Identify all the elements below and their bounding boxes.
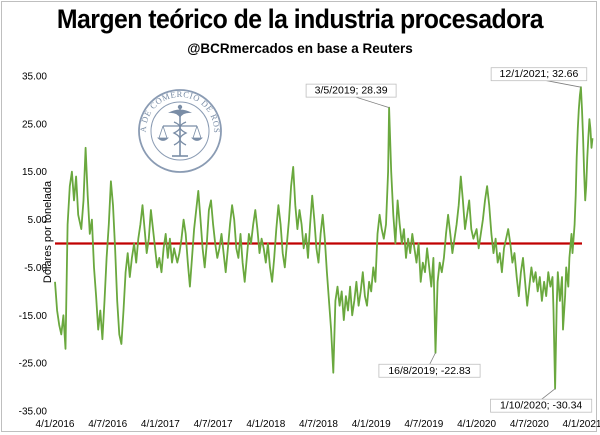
- annotation: 1/10/2020; -30.34: [490, 388, 593, 413]
- bcr-seal-logo: BOLSA DE COMERCIO DE ROSARIO: [0, 0, 222, 173]
- y-tick-label: -35.00: [19, 407, 48, 418]
- x-tick-label: 4/7/2016: [88, 419, 127, 430]
- y-tick-label: 35.00: [22, 72, 47, 83]
- x-tick-label: 4/7/2020: [510, 419, 549, 430]
- annotation-label: 3/5/2019; 28.39: [315, 85, 388, 97]
- annotation-label: 1/10/2020; -30.34: [500, 400, 582, 412]
- series-line-margen: [54, 86, 594, 390]
- annotation-leader-line: [429, 352, 436, 365]
- x-tick-label: 4/1/2021: [563, 419, 600, 430]
- x-axis-ticks: 4/1/2016 4/7/2016 4/1/2017 4/7/2017 4/1/2018…: [36, 419, 600, 430]
- annotation-box: [305, 83, 397, 98]
- y-tick-label: 25.00: [22, 119, 47, 130]
- x-tick-label: 4/1/2016: [36, 419, 75, 430]
- x-tick-label: 4/7/2018: [299, 419, 338, 430]
- annotation-box: [490, 67, 588, 82]
- y-tick-label: 5.00: [28, 215, 48, 226]
- x-tick-label: 4/7/2019: [404, 419, 443, 430]
- y-tick-label: -15.00: [19, 311, 48, 322]
- y-tick-label: -25.00: [19, 359, 48, 370]
- annotation-leader-line: [350, 95, 390, 109]
- annotation: 16/8/2019; -22.83: [378, 352, 481, 378]
- annotation-label: 12/1/2021; 32.66: [500, 68, 579, 80]
- annotations: 3/5/2019; 28.39 12/1/2021; 32.66 16/8/2019…: [305, 67, 593, 413]
- annotation-box: [490, 398, 593, 413]
- annotation: 12/1/2021; 32.66: [490, 67, 588, 88]
- x-tick-label: 4/7/2017: [194, 419, 233, 430]
- y-axis-ticks: 35.00 25.00 15.00 5.00 -5.00 -15.00 -25.00 -35.…: [19, 72, 48, 418]
- annotation: 3/5/2019; 28.39: [305, 83, 397, 109]
- chart-subtitle: @BCRmercados en base a Reuters: [187, 41, 413, 56]
- annotation-leader-line: [540, 388, 556, 401]
- chart-title: Margen teórico de la industria procesado…: [56, 4, 544, 34]
- x-tick-label: 4/1/2018: [246, 419, 285, 430]
- x-tick-label: 4/1/2020: [457, 419, 496, 430]
- y-tick-label: -5.00: [24, 263, 47, 274]
- annotation-label: 16/8/2019; -22.83: [388, 365, 470, 377]
- annotation-box: [378, 363, 481, 378]
- x-tick-label: 4/1/2019: [352, 419, 391, 430]
- y-tick-label: 15.00: [22, 167, 47, 178]
- x-tick-label: 4/1/2017: [141, 419, 180, 430]
